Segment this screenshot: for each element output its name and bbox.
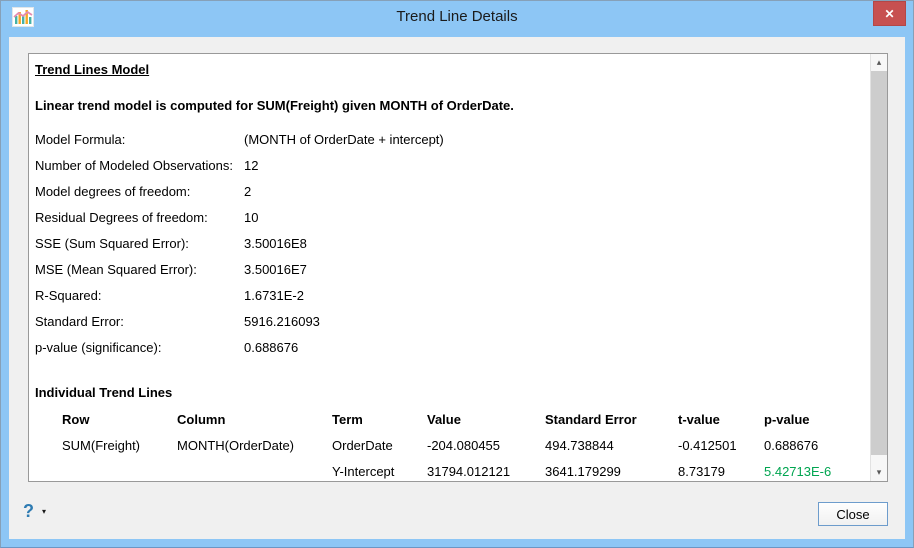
stat-value: 10 bbox=[244, 209, 259, 225]
column-header-p-value: p-value bbox=[764, 411, 810, 427]
trend-chart-icon bbox=[12, 7, 34, 27]
close-button[interactable]: Close bbox=[818, 502, 888, 526]
details-content: Trend Lines Model Linear trend model is … bbox=[29, 54, 870, 481]
cell-value: -204.080455 bbox=[427, 437, 501, 453]
cell-p-value-significant: 5.42713E-6 bbox=[764, 463, 832, 479]
scroll-down-button[interactable]: ▾ bbox=[871, 464, 887, 481]
window-title: Trend Line Details bbox=[396, 8, 518, 25]
stat-label: Number of Modeled Observations: bbox=[35, 157, 233, 173]
stat-value: 12 bbox=[244, 157, 259, 173]
stat-row: p-value (significance): 0.688676 bbox=[35, 334, 862, 360]
column-header-column: Column bbox=[177, 411, 226, 427]
help-button[interactable]: ? bbox=[23, 501, 34, 522]
column-header-term: Term bbox=[332, 411, 363, 427]
stat-label: SSE (Sum Squared Error): bbox=[35, 235, 189, 251]
column-header-value: Value bbox=[427, 411, 461, 427]
cell-row bbox=[62, 458, 177, 481]
stat-value: 2 bbox=[244, 183, 252, 199]
scrollbar-thumb[interactable] bbox=[871, 71, 887, 455]
close-icon: ✕ bbox=[884, 6, 895, 21]
cell-term: OrderDate bbox=[332, 437, 393, 453]
stat-label: p-value (significance): bbox=[35, 339, 162, 355]
stat-label: Residual Degrees of freedom: bbox=[35, 209, 208, 225]
stat-label: Model Formula: bbox=[35, 131, 126, 147]
stat-row: Residual Degrees of freedom: 10 bbox=[35, 204, 862, 230]
cell-row: SUM(Freight) bbox=[62, 437, 141, 453]
cell-t-value: -0.412501 bbox=[678, 437, 737, 453]
dialog-body: Trend Lines Model Linear trend model is … bbox=[9, 37, 905, 539]
stat-row: Model Formula: (MONTH of OrderDate + int… bbox=[35, 126, 862, 152]
stat-row: SSE (Sum Squared Error): 3.50016E8 bbox=[35, 230, 862, 256]
cell-t-value: 8.73179 bbox=[678, 463, 725, 479]
scroll-down-icon: ▾ bbox=[876, 467, 882, 477]
help-icon: ? bbox=[23, 501, 34, 521]
column-header-row: Row bbox=[62, 411, 90, 427]
stat-row: MSE (Mean Squared Error): 3.50016E7 bbox=[35, 256, 862, 282]
stat-label: Model degrees of freedom: bbox=[35, 183, 191, 199]
model-description: Linear trend model is computed for SUM(F… bbox=[35, 98, 514, 113]
column-header-standard-error: Standard Error bbox=[545, 411, 637, 427]
stat-row: Number of Modeled Observations: 12 bbox=[35, 152, 862, 178]
stat-value: 5916.216093 bbox=[244, 313, 320, 329]
stat-value: 3.50016E8 bbox=[244, 235, 307, 251]
cell-column: MONTH(OrderDate) bbox=[177, 437, 295, 453]
trend-lines-heading: Individual Trend Lines bbox=[35, 385, 173, 400]
help-dropdown-button[interactable]: ▾ bbox=[42, 507, 46, 516]
cell-standard-error: 3641.179299 bbox=[545, 463, 621, 479]
cell-p-value: 0.688676 bbox=[764, 437, 819, 453]
cell-value: 31794.012121 bbox=[427, 463, 511, 479]
cell-term: Y-Intercept bbox=[332, 463, 395, 479]
vertical-scrollbar[interactable]: ▴ ▾ bbox=[870, 54, 887, 481]
scroll-up-button[interactable]: ▴ bbox=[871, 54, 887, 71]
trend-lines-table: Row Column Term Value Standard Error t-v… bbox=[62, 406, 862, 481]
chevron-down-icon: ▾ bbox=[42, 507, 47, 516]
model-statistics: Model Formula: (MONTH of OrderDate + int… bbox=[35, 126, 862, 360]
window-close-button[interactable]: ✕ bbox=[873, 1, 906, 26]
model-heading: Trend Lines Model bbox=[35, 62, 150, 77]
stat-row: Model degrees of freedom: 2 bbox=[35, 178, 862, 204]
stat-row: Standard Error: 5916.216093 bbox=[35, 308, 862, 334]
column-header-t-value: t-value bbox=[678, 411, 720, 427]
stat-value: 0.688676 bbox=[244, 339, 299, 355]
stat-value: (MONTH of OrderDate + intercept) bbox=[244, 131, 444, 147]
stat-value: 3.50016E7 bbox=[244, 261, 307, 277]
stat-label: R-Squared: bbox=[35, 287, 102, 303]
titlebar: Trend Line Details ✕ bbox=[1, 1, 913, 37]
stat-label: Standard Error: bbox=[35, 313, 124, 329]
scroll-up-icon: ▴ bbox=[876, 57, 882, 67]
cell-column bbox=[177, 458, 332, 481]
stat-value: 1.6731E-2 bbox=[244, 287, 304, 303]
details-panel: Trend Lines Model Linear trend model is … bbox=[28, 53, 888, 482]
stat-label: MSE (Mean Squared Error): bbox=[35, 261, 197, 277]
cell-standard-error: 494.738844 bbox=[545, 437, 614, 453]
stat-row: R-Squared: 1.6731E-2 bbox=[35, 282, 862, 308]
